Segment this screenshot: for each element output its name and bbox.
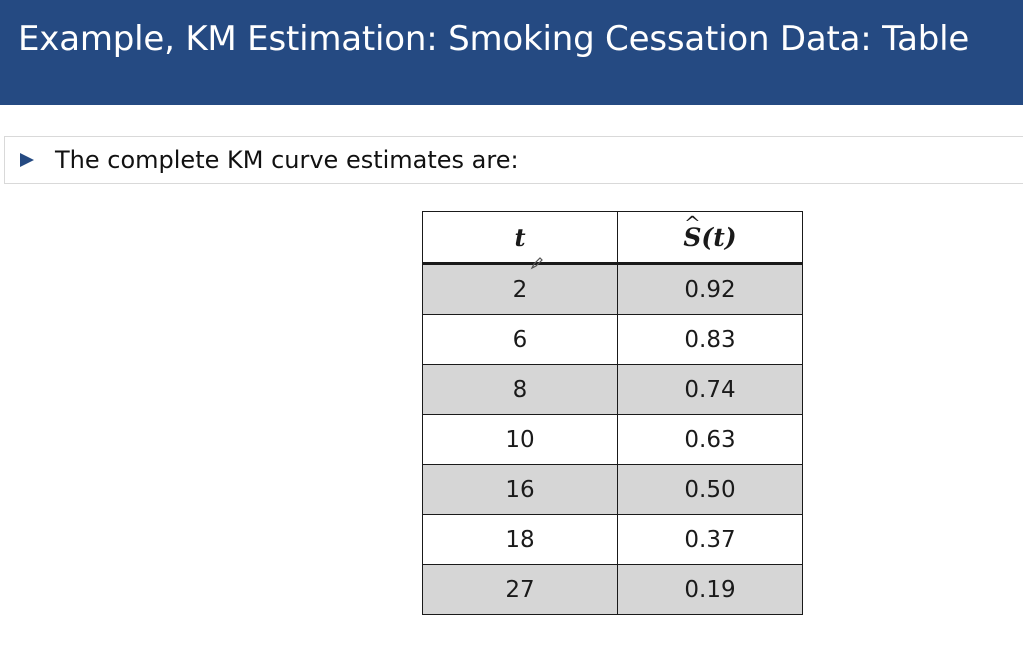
cell-t: 8 xyxy=(422,364,618,415)
cell-survival: 0.19 xyxy=(617,564,803,615)
cell-t: 10 xyxy=(422,414,618,465)
table-row: 6 0.83 xyxy=(422,314,803,365)
table-row: 2 0.92 xyxy=(422,263,803,315)
cell-t: 27 xyxy=(422,564,618,615)
pen-cursor-icon xyxy=(530,257,543,270)
cell-survival: 0.83 xyxy=(617,314,803,365)
cell-survival: 0.37 xyxy=(617,514,803,565)
table-row: 10 0.63 xyxy=(422,414,803,465)
cell-t: 6 xyxy=(422,314,618,365)
bullet-container xyxy=(4,136,1023,184)
header-survival: ^ S(t) xyxy=(617,210,803,265)
table-row: 27 0.19 xyxy=(422,564,803,615)
title-bar: Example, KM Estimation: Smoking Cessatio… xyxy=(0,0,1023,105)
cell-survival: 0.74 xyxy=(617,364,803,415)
header-t-label: t xyxy=(514,222,526,252)
hat-accent-icon: ^ xyxy=(684,210,701,235)
header-survival-label: ^ S(t) xyxy=(683,210,737,252)
triangle-bullet-icon xyxy=(20,153,34,167)
table-row: 8 0.74 xyxy=(422,364,803,415)
cell-survival: 0.92 xyxy=(617,263,803,315)
cell-t: 16 xyxy=(422,464,618,515)
table-header-row: t ^ S(t) xyxy=(422,210,803,265)
table-row: 16 0.50 xyxy=(422,464,803,515)
cell-t: 18 xyxy=(422,514,618,565)
cell-survival: 0.63 xyxy=(617,414,803,465)
slide-title: Example, KM Estimation: Smoking Cessatio… xyxy=(18,19,970,59)
cell-survival: 0.50 xyxy=(617,464,803,515)
table-row: 18 0.37 xyxy=(422,514,803,565)
cell-t: 2 xyxy=(422,263,618,315)
s-hat-symbol: ^ S xyxy=(683,210,702,252)
header-t: t xyxy=(422,211,618,265)
km-estimates-table: t ^ S(t) 2 0.92 6 0.83 8 0.74 10 0.63 16 … xyxy=(422,211,803,615)
bullet-text: The complete KM curve estimates are: xyxy=(55,146,519,174)
